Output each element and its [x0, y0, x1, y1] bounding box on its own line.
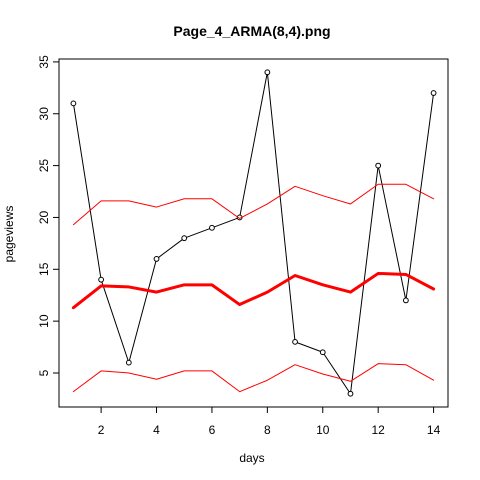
y-axis-label: pageviews	[2, 206, 16, 263]
data-point	[209, 224, 215, 231]
y-tick-label: 30	[37, 107, 51, 121]
plot-area-frame	[58, 58, 449, 408]
x-axis-label: days	[239, 451, 264, 465]
data-point	[125, 359, 132, 366]
data-point	[430, 90, 437, 96]
x-tick-label: 2	[98, 423, 105, 437]
x-tick-label: 12	[371, 423, 385, 437]
x-tick-label: 6	[209, 423, 216, 437]
y-tick-label: 15	[37, 262, 51, 276]
data-point	[347, 390, 354, 397]
observed-series	[72, 71, 435, 395]
x-tick-label: 4	[153, 423, 160, 437]
data-point	[402, 297, 409, 304]
data-point	[375, 162, 382, 169]
x-axis: 2 4 6 8 10 12 14	[98, 407, 441, 437]
y-tick-label: 25	[37, 159, 51, 173]
forecast-mean-series	[71, 271, 436, 310]
data-point	[264, 69, 271, 76]
series-layer	[70, 69, 437, 397]
y-tick-label: 10	[37, 314, 51, 328]
upper-band-series	[72, 183, 435, 226]
data-point	[292, 338, 298, 345]
x-tick-label: 10	[316, 423, 330, 437]
x-tick-label: 8	[264, 423, 271, 437]
y-tick-label: 20	[37, 210, 51, 224]
chart-title: Page_4_ARMA(8,4).png	[173, 23, 330, 39]
data-point	[181, 235, 188, 242]
lower-band-series	[72, 363, 435, 393]
data-point	[319, 349, 326, 356]
data-point	[98, 276, 105, 283]
y-tick-label: 35	[37, 55, 51, 69]
y-tick-label: 5	[37, 369, 51, 376]
data-point	[70, 100, 77, 107]
x-tick-label: 14	[427, 423, 441, 437]
data-point	[153, 256, 160, 262]
y-axis: 5 10 15 20 25 30 35	[37, 55, 59, 376]
